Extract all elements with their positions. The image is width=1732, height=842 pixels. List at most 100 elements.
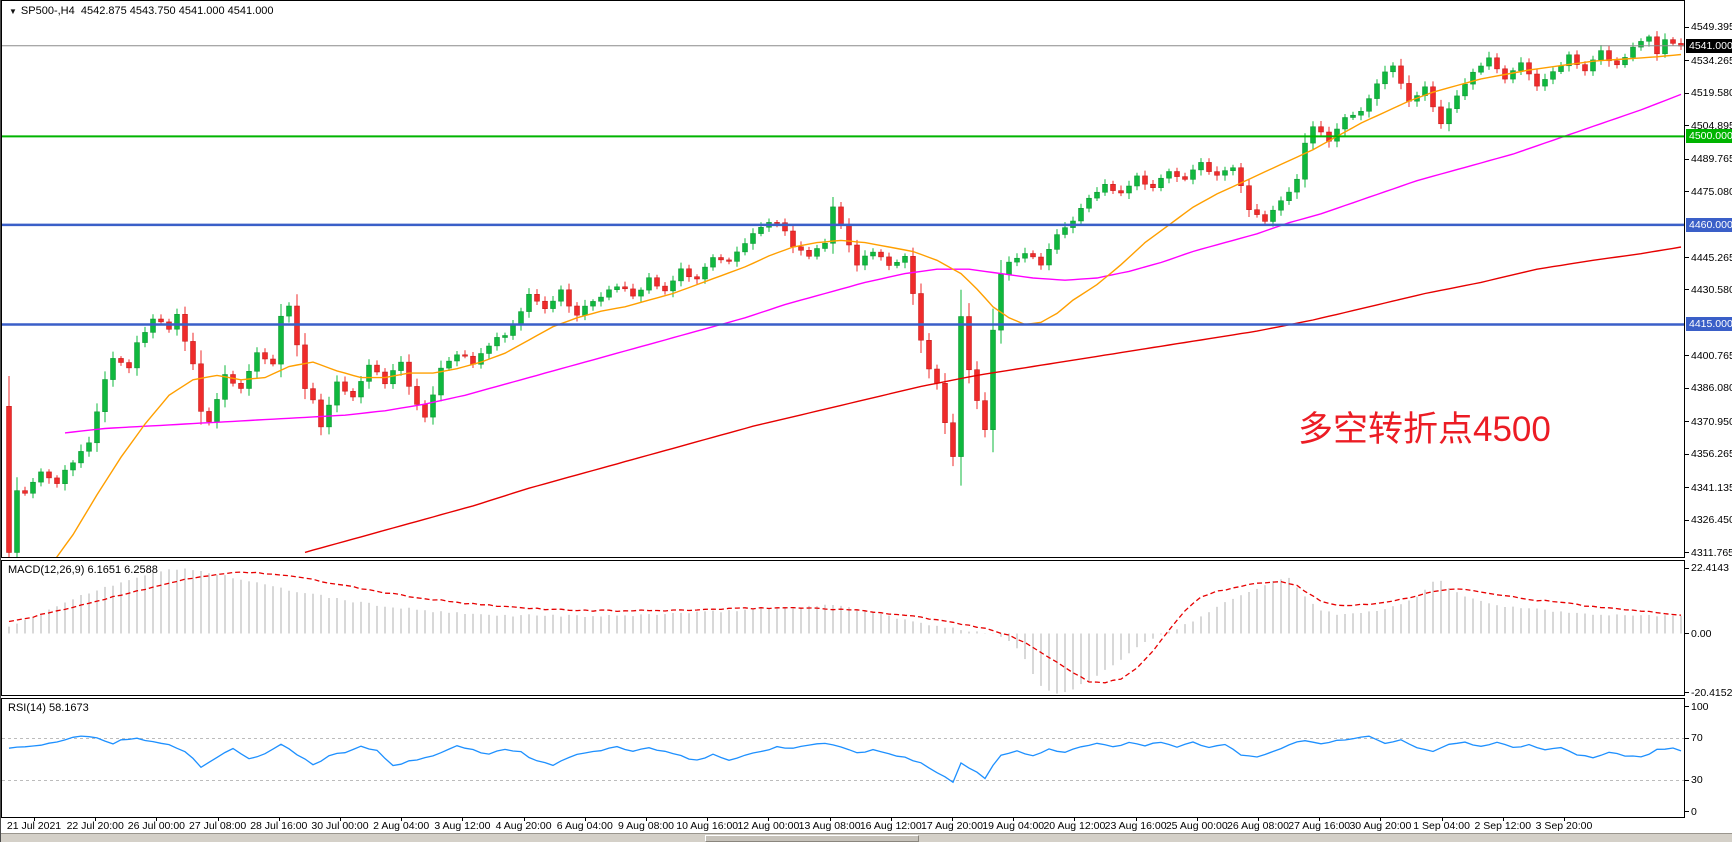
axis-tick-mark	[1685, 453, 1689, 455]
time-axis-label: 17 Aug 20:00	[921, 820, 983, 832]
chart-text-annotation: 多空转折点4500	[1298, 410, 1551, 449]
horizontal-scrollbar[interactable]	[1, 833, 1732, 842]
time-axis-label: 27 Jul 08:00	[188, 820, 247, 832]
macd-axis-tick-label: -20.4152	[1691, 686, 1732, 699]
axis-tick-mark	[1685, 355, 1689, 357]
time-axis-label: 3 Sep 20:00	[1535, 820, 1593, 832]
axis-tick-mark	[1685, 811, 1689, 813]
value-axis-column[interactable]: 4549.395 4534.265 4519.580 4504.895 4489.765…	[1685, 0, 1732, 833]
time-axis-label: 19 Aug 04:00	[982, 820, 1045, 832]
macd-values: 6.1651 6.2588	[87, 564, 158, 576]
price-axis-tick-label: 4534.265	[1691, 54, 1732, 67]
macd-label: MACD(12,26,9) 6.1651 6.2588	[8, 564, 158, 576]
price-axis-tick-label: 4475.080	[1691, 185, 1732, 198]
axis-tick-mark	[1685, 26, 1689, 28]
time-axis-label: 6 Aug 04:00	[556, 820, 613, 832]
rsi-axis-tick-label: 100	[1691, 700, 1709, 713]
price-axis-tick-label: 4370.950	[1691, 415, 1732, 428]
price-axis-tick-label: 4519.580	[1691, 87, 1732, 100]
level-price-box: 4460.000	[1686, 217, 1732, 232]
level-price-box: 4415.000	[1686, 317, 1732, 332]
scrollbar-thumb[interactable]	[705, 835, 919, 842]
time-axis-tick-mark	[584, 818, 586, 821]
price-axis-tick-label: 4386.080	[1691, 382, 1732, 395]
time-axis-tick-mark	[1319, 818, 1321, 821]
time-axis-tick-mark	[278, 818, 280, 821]
time-axis-label: 9 Aug 08:00	[617, 820, 675, 832]
time-axis-tick-mark	[340, 818, 341, 821]
price-chart-panel[interactable]: ▼ SP500-,H4 4542.875 4543.750 4541.000 45…	[1, 0, 1685, 558]
chart-dropdown-icon[interactable]: ▼	[9, 7, 17, 16]
time-axis-label: 10 Aug 16:00	[676, 820, 739, 832]
time-axis-tick-mark	[829, 818, 831, 821]
axis-tick-mark	[1685, 706, 1689, 708]
time-axis-tick-mark	[890, 818, 892, 821]
time-axis-tick-mark	[1441, 818, 1443, 821]
time-axis-label: 13 Aug 08:00	[798, 820, 861, 832]
time-axis-label: 1 Sep 04:00	[1413, 820, 1470, 832]
time-axis-tick-mark	[768, 818, 770, 821]
time-axis-tick-mark	[462, 818, 464, 821]
macd-axis-tick-label: 22.4143	[1691, 562, 1729, 575]
time-axis-label: 30 Jul 00:00	[311, 820, 369, 832]
price-axis-tick-label: 4445.265	[1691, 251, 1732, 264]
time-axis-label: 23 Aug 16:00	[1104, 820, 1167, 832]
axis-tick-mark	[1685, 257, 1689, 258]
macd-panel[interactable]: MACD(12,26,9) 6.1651 6.2588	[1, 560, 1685, 696]
time-axis-label: 28 Jul 16:00	[250, 820, 308, 832]
time-axis-tick-mark	[156, 818, 158, 821]
axis-tick-mark	[1685, 387, 1689, 389]
chart-title: ▼ SP500-,H4 4542.875 4543.750 4541.000 45…	[9, 5, 274, 17]
time-axis-label: 27 Aug 16:00	[1288, 820, 1351, 832]
axis-tick-mark	[1685, 567, 1689, 569]
rsi-axis-tick-label: 30	[1691, 774, 1703, 787]
time-axis-label: 12 Aug 00:00	[737, 820, 800, 832]
price-axis-tick-label: 4311.765	[1691, 546, 1732, 559]
rsi-axis-tick-label: 0	[1691, 805, 1697, 818]
level-price-box: 4500.000	[1686, 129, 1732, 144]
time-axis-label: 22 Jul 20:00	[66, 820, 124, 832]
axis-tick-mark	[1685, 737, 1689, 739]
time-axis-tick-mark	[1013, 818, 1015, 821]
time-axis-tick-mark	[1196, 818, 1198, 821]
time-axis-label: 2 Aug 04:00	[373, 820, 430, 832]
time-axis-tick-mark	[1258, 818, 1259, 821]
current-price-box: 4541.000	[1686, 38, 1732, 53]
time-axis-tick-mark	[95, 818, 97, 821]
axis-tick-mark	[1685, 552, 1689, 554]
rsi-value: 58.1673	[48, 702, 89, 714]
price-axis-tick-label: 4341.135	[1691, 481, 1732, 494]
axis-tick-mark	[1685, 692, 1689, 694]
time-axis-label: 26 Jul 00:00	[127, 820, 185, 832]
axis-tick-mark	[1685, 92, 1689, 94]
axis-tick-mark	[1685, 487, 1689, 489]
axis-tick-mark	[1685, 633, 1689, 634]
symbol-period-label: SP500-,H4	[20, 5, 75, 17]
rsi-label: RSI(14) 58.1673	[8, 702, 89, 714]
time-axis-label: 2 Sep 12:00	[1474, 820, 1532, 832]
time-axis-tick-mark	[523, 818, 525, 821]
time-axis-label: 20 Aug 12:00	[1043, 820, 1106, 832]
axis-tick-mark	[1685, 289, 1689, 291]
time-axis[interactable]: 21 Jul 2021 22 Jul 20:00 26 Jul 00:00 27 Ju…	[1, 818, 1685, 833]
time-axis-tick-mark	[217, 818, 219, 821]
time-axis-tick-mark	[952, 818, 953, 821]
axis-tick-mark	[1685, 519, 1689, 521]
time-axis-label: 26 Aug 08:00	[1227, 820, 1289, 832]
time-axis-label: 21 Jul 2021	[6, 820, 62, 832]
rsi-panel[interactable]: RSI(14) 58.1673	[1, 698, 1685, 818]
axis-tick-mark	[1685, 779, 1689, 781]
price-axis-tick-label: 4430.580	[1691, 283, 1732, 296]
axis-tick-mark	[1685, 421, 1689, 423]
time-axis-tick-mark	[1502, 818, 1504, 821]
time-axis-label: 4 Aug 20:00	[495, 820, 552, 832]
price-axis-tick-label: 4489.765	[1691, 153, 1732, 166]
price-chart-canvas[interactable]	[2, 1, 1684, 557]
rsi-axis-tick-label: 70	[1691, 732, 1703, 745]
rsi-canvas[interactable]	[2, 699, 1684, 817]
time-axis-tick-mark	[1074, 818, 1076, 821]
time-axis-tick-mark	[1380, 818, 1382, 821]
macd-canvas[interactable]	[2, 561, 1684, 695]
macd-axis-tick-label: 0.00	[1691, 627, 1712, 640]
